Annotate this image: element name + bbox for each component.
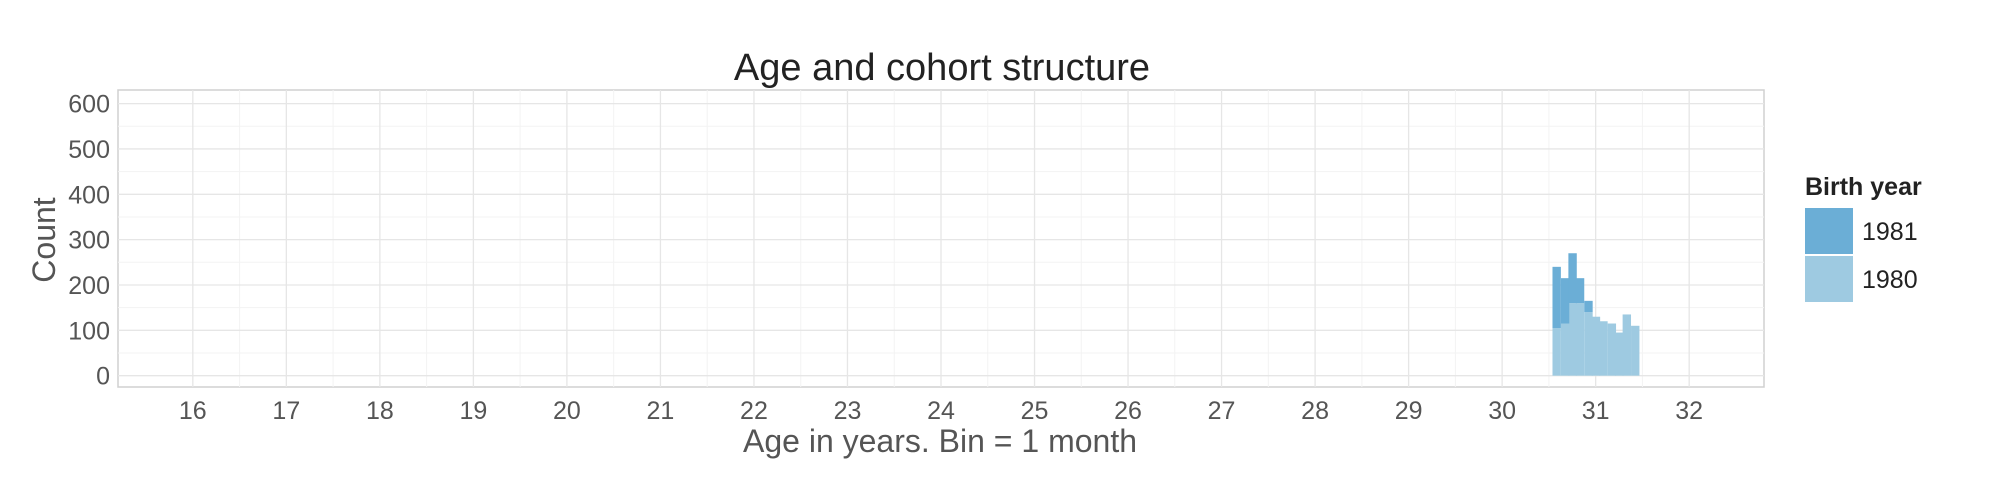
x-tick-label: 23 [834, 397, 862, 425]
bar-1980 [1615, 332, 1624, 376]
legend-key-1980 [1805, 256, 1853, 302]
histogram-bars [1552, 253, 1640, 376]
x-axis-title: Age in years. Bin = 1 month [743, 423, 1137, 459]
x-tick-label: 32 [1675, 397, 1703, 425]
x-tick-label: 20 [553, 397, 581, 425]
bar-1980 [1607, 323, 1617, 376]
y-tick-label: 400 [68, 181, 110, 209]
y-tick-label: 600 [68, 91, 110, 119]
bar-1980 [1599, 321, 1608, 376]
x-tick-label: 25 [1021, 397, 1049, 425]
bar-1981 [1560, 278, 1570, 324]
bar-1980 [1584, 312, 1593, 376]
x-tick-label: 27 [1208, 397, 1236, 425]
bar-1980 [1568, 303, 1577, 376]
bar-1980 [1560, 323, 1570, 376]
legend-items: 1981 1980 [1805, 208, 1918, 302]
x-tick-label: 16 [179, 397, 207, 425]
x-tick-label: 21 [647, 397, 675, 425]
x-tick-label: 22 [740, 397, 768, 425]
y-tick-label: 0 [96, 363, 110, 391]
y-tick-label: 200 [68, 272, 110, 300]
y-tick-label: 300 [68, 227, 110, 255]
bar-1980 [1631, 325, 1640, 376]
x-tick-label: 19 [459, 397, 487, 425]
legend-title: Birth year [1805, 173, 1922, 201]
x-axis-ticks: 16 17 18 19 20 21 22 23 24 25 26 27 28 29 30 31 32 [179, 397, 1703, 425]
x-tick-label: 17 [272, 397, 300, 425]
grid [118, 90, 1764, 387]
x-tick-label: 18 [366, 397, 394, 425]
y-axis-ticks: 0 100 200 300 400 500 600 [68, 91, 110, 391]
bar-1981 [1575, 278, 1585, 304]
bar-1981 [1552, 266, 1561, 329]
x-tick-label: 29 [1395, 397, 1423, 425]
x-tick-label: 31 [1582, 397, 1610, 425]
legend-label-1980: 1980 [1862, 266, 1918, 294]
x-tick-label: 26 [1114, 397, 1142, 425]
x-tick-label: 28 [1301, 397, 1329, 425]
bar-1980 [1591, 316, 1601, 376]
bar-1981 [1584, 300, 1593, 313]
x-tick-label: 24 [927, 397, 955, 425]
bar-1980 [1575, 303, 1585, 376]
bar-1980 [1622, 314, 1632, 376]
x-tick-label: 30 [1488, 397, 1516, 425]
legend: Birth year 1981 1980 [1805, 173, 1922, 302]
bar-1981 [1568, 253, 1577, 304]
bar-1980 [1552, 328, 1561, 376]
y-tick-label: 500 [68, 136, 110, 164]
y-tick-label: 100 [68, 317, 110, 345]
y-axis-title: Count [26, 197, 62, 283]
chart-title: Age and cohort structure [734, 47, 1150, 89]
legend-label-1981: 1981 [1862, 218, 1918, 246]
legend-key-1981 [1805, 208, 1853, 254]
